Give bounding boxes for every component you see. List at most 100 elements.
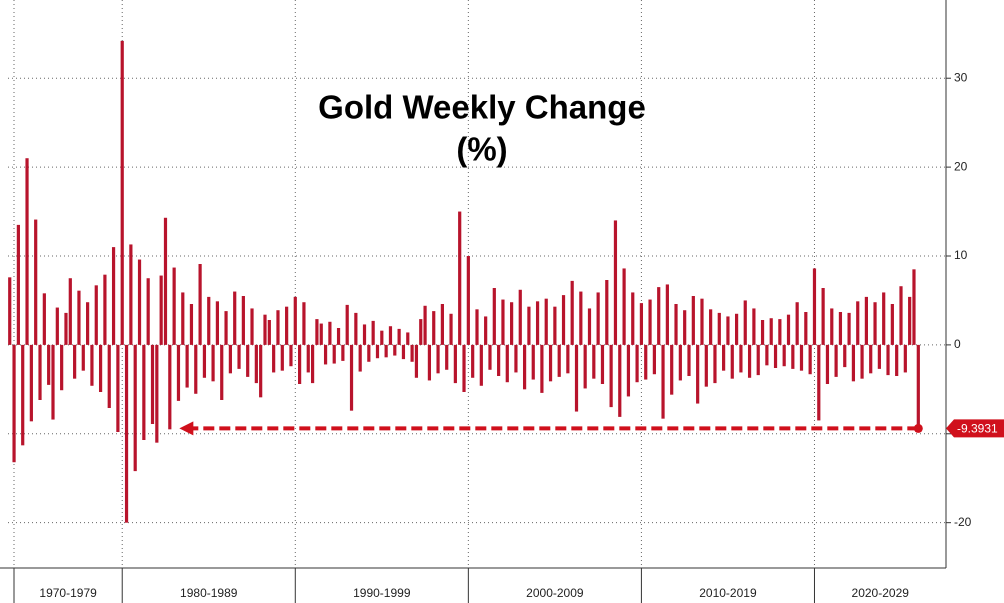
bar bbox=[228, 344, 232, 374]
bar bbox=[510, 302, 514, 345]
bar bbox=[769, 318, 773, 345]
bar bbox=[272, 344, 276, 373]
annotation-arrowhead bbox=[179, 421, 194, 436]
bar bbox=[280, 344, 284, 371]
bar bbox=[687, 344, 691, 376]
bar bbox=[574, 344, 579, 412]
bar bbox=[319, 323, 323, 345]
bar bbox=[133, 344, 137, 472]
bar bbox=[548, 344, 553, 382]
bar bbox=[908, 296, 912, 345]
bar bbox=[120, 40, 124, 345]
bar bbox=[29, 344, 33, 422]
bar bbox=[289, 344, 293, 367]
bar bbox=[194, 344, 198, 394]
bar bbox=[709, 309, 713, 345]
bar bbox=[817, 344, 821, 421]
bar bbox=[635, 344, 639, 383]
bar bbox=[786, 314, 791, 345]
bar bbox=[873, 302, 877, 345]
bar bbox=[834, 344, 838, 377]
bar bbox=[631, 292, 635, 345]
x-tick-label: 2020-2029 bbox=[852, 586, 910, 600]
bar bbox=[587, 308, 592, 345]
bar bbox=[522, 344, 527, 390]
bar bbox=[791, 344, 795, 369]
y-tick-label: 0 bbox=[954, 337, 961, 351]
y-tick-label: 30 bbox=[954, 70, 968, 84]
bar bbox=[808, 344, 812, 375]
bar bbox=[670, 344, 674, 395]
bar bbox=[181, 292, 185, 345]
bar bbox=[661, 344, 665, 419]
bar bbox=[8, 277, 12, 345]
bar bbox=[518, 289, 522, 345]
bar bbox=[644, 344, 648, 380]
bar bbox=[561, 295, 566, 345]
bar bbox=[349, 344, 354, 411]
bar bbox=[471, 344, 475, 378]
bar bbox=[94, 285, 98, 345]
bar bbox=[111, 247, 116, 345]
bar bbox=[315, 319, 319, 345]
bar bbox=[726, 316, 730, 345]
bar bbox=[393, 344, 397, 356]
bar bbox=[163, 217, 168, 345]
bar bbox=[596, 292, 600, 345]
bar bbox=[505, 344, 509, 383]
bar bbox=[583, 344, 587, 389]
bar bbox=[185, 344, 189, 388]
bar bbox=[241, 296, 245, 345]
bar bbox=[397, 328, 401, 345]
bar bbox=[124, 344, 129, 523]
bar bbox=[531, 344, 535, 380]
y-tick-label: 20 bbox=[954, 159, 968, 173]
bar bbox=[406, 332, 410, 345]
bar bbox=[475, 309, 479, 345]
bar bbox=[734, 313, 739, 345]
bar bbox=[176, 344, 181, 401]
bar bbox=[445, 344, 449, 370]
bar bbox=[579, 291, 583, 345]
bar bbox=[168, 344, 172, 430]
bar bbox=[98, 344, 103, 392]
bar bbox=[172, 267, 176, 345]
bar bbox=[159, 275, 163, 345]
bar bbox=[73, 344, 77, 379]
bar bbox=[782, 344, 786, 367]
bar bbox=[276, 310, 280, 345]
y-tick-label: 10 bbox=[954, 248, 968, 262]
x-tick-label: 2010-2019 bbox=[699, 586, 757, 600]
bar bbox=[146, 278, 150, 345]
bar bbox=[285, 306, 289, 345]
bar bbox=[886, 344, 890, 376]
bar bbox=[401, 344, 406, 360]
bar bbox=[86, 302, 90, 345]
bar bbox=[492, 288, 496, 345]
bar bbox=[903, 344, 907, 373]
bar bbox=[657, 287, 661, 345]
bar bbox=[38, 344, 42, 400]
bar bbox=[756, 344, 760, 376]
bar bbox=[760, 320, 765, 345]
bar bbox=[700, 298, 704, 345]
bar bbox=[877, 344, 881, 369]
bar bbox=[605, 280, 609, 345]
bar bbox=[613, 220, 618, 345]
bar bbox=[233, 291, 237, 345]
bar bbox=[869, 344, 873, 374]
bar bbox=[778, 319, 782, 345]
bar bbox=[34, 219, 38, 345]
bar bbox=[384, 344, 388, 358]
annotation-label-box bbox=[946, 419, 1004, 438]
bar bbox=[211, 344, 215, 382]
bar bbox=[246, 344, 250, 377]
bar bbox=[323, 344, 328, 365]
bar bbox=[42, 293, 46, 345]
bar bbox=[432, 311, 436, 345]
bar bbox=[254, 344, 258, 384]
bar bbox=[436, 344, 440, 374]
bar bbox=[743, 300, 747, 345]
bar bbox=[851, 344, 856, 382]
